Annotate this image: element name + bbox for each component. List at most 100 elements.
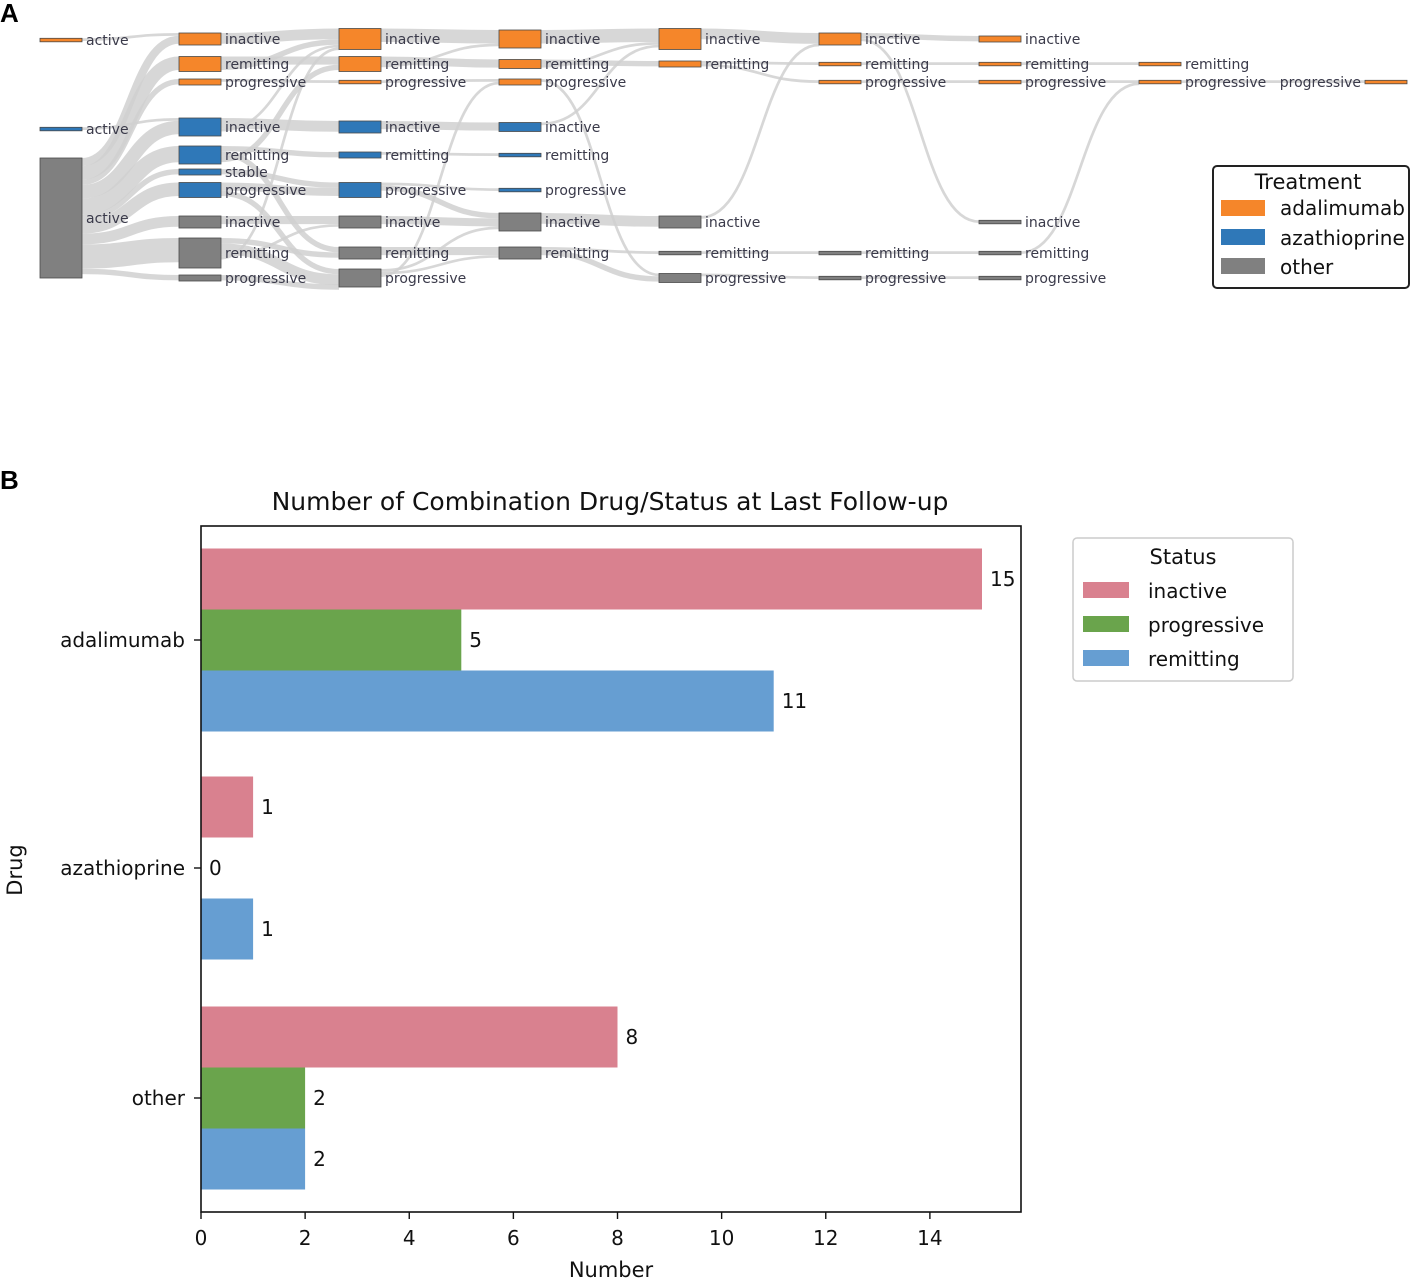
sankey-node-label: inactive: [545, 32, 600, 48]
sankey-node-c0-aza-active: [39, 126, 83, 132]
sankey-link: [220, 224, 340, 257]
sankey-node-label: remitting: [1025, 246, 1089, 262]
x-tick-label: 6: [507, 1226, 520, 1250]
x-axis-label: Number: [569, 1258, 654, 1282]
sankey-link: [81, 146, 180, 215]
sankey-node-c1-aza-remitting: [178, 145, 222, 165]
sankey-node-label: progressive: [1280, 75, 1361, 91]
x-tick-label: 4: [403, 1226, 416, 1250]
sankey-link: [220, 169, 340, 188]
sankey-link: [81, 79, 180, 185]
sankey-link: [540, 42, 660, 68]
sankey-link: [81, 216, 180, 245]
sankey-link: [540, 28, 660, 44]
sankey-node-c2-oth-inactive: [338, 215, 382, 229]
sankey-node-c2-aza-inactive: [338, 120, 382, 134]
sankey-node-label: progressive: [1025, 271, 1106, 287]
sankey-node-label: remitting: [225, 246, 289, 262]
sankey-link: [380, 185, 500, 219]
sankey-link: [700, 273, 820, 279]
sankey-link: [81, 169, 180, 221]
sankey-node-c2-oth-progressive: [338, 268, 382, 288]
sankey-node-c3-aza-progressive: [498, 187, 542, 193]
sankey-node-label: progressive: [385, 75, 466, 91]
bar-azathioprine-inactive: [201, 776, 254, 838]
sankey-node-c3-ada-remitting: [498, 59, 542, 69]
x-tick-label: 0: [195, 1226, 208, 1250]
sankey-link: [380, 79, 500, 83]
sankey-node-label: remitting: [225, 148, 289, 164]
sankey-node-label: inactive: [545, 215, 600, 231]
sankey-node-label: progressive: [225, 183, 306, 199]
data-label-adalimumab-inactive: 15: [990, 567, 1015, 591]
legend-swatch-adalimumab: [1221, 200, 1265, 216]
sankey-node-c4-oth-remitting: [658, 250, 702, 256]
sankey-node-c3-aza-remitting: [498, 152, 542, 158]
legend-swatch-remitting: [1083, 650, 1129, 666]
sankey-node-label: inactive: [1025, 215, 1080, 231]
sankey-node-c8-ada-progressive: [1364, 79, 1408, 85]
sankey-node-c6-oth-remitting: [978, 250, 1022, 256]
sankey-node-label: remitting: [1185, 57, 1249, 73]
sankey-nodes: active active active inactive remitting progr…: [39, 28, 1408, 288]
sankey-node-c1-ada-inactive: [178, 32, 222, 46]
sankey-node-label: remitting: [705, 57, 769, 73]
sankey-link: [380, 56, 500, 68]
sankey-link: [220, 118, 340, 132]
sankey-node-label: progressive: [705, 271, 786, 287]
sankey-node-c4-ada-inactive: [658, 28, 702, 50]
sankey-node-label: progressive: [385, 271, 466, 287]
sankey-node-c3-ada-inactive: [498, 29, 542, 49]
sankey-node-label: remitting: [1025, 57, 1089, 73]
sankey-node-label: progressive: [545, 183, 626, 199]
x-tick-label: 10: [709, 1226, 734, 1250]
bar-adalimumab-progressive: [201, 609, 462, 671]
sankey-node-label: progressive: [865, 75, 946, 91]
status-legend-title: Status: [1150, 545, 1217, 569]
legend-swatch-inactive: [1083, 582, 1129, 598]
x-tick-label: 8: [611, 1226, 624, 1250]
sankey-link: [380, 121, 500, 131]
sankey-node-label: remitting: [385, 148, 449, 164]
sankey-node-c1-aza-stable: [178, 168, 222, 176]
sankey-node-c5-oth-progressive: [818, 275, 862, 281]
sankey-node-c1-oth-progressive: [178, 274, 222, 282]
sankey-link: [81, 56, 180, 180]
data-label-adalimumab-progressive: 5: [469, 628, 482, 652]
sankey-node-label: inactive: [225, 32, 280, 48]
y-tick-label-other: other: [132, 1086, 186, 1110]
sankey-node-c1-aza-inactive: [178, 117, 222, 137]
sankey-link: [540, 59, 660, 67]
legend-swatch-other: [1221, 258, 1265, 274]
sankey-node-label: active: [86, 211, 129, 227]
x-tick-label: 2: [299, 1226, 312, 1250]
bar-adalimumab-inactive: [201, 548, 982, 610]
sankey-node-label: active: [86, 122, 129, 138]
sankey-node-c7-ada-remitting: [1138, 61, 1182, 67]
legend-swatch-azathioprine: [1221, 229, 1265, 245]
panel-a-letter: A: [0, 0, 19, 28]
x-tick-label: 12: [813, 1226, 838, 1250]
legend-label-adalimumab: adalimumab: [1280, 196, 1405, 220]
sankey-link: [380, 81, 500, 278]
sankey-node-label: progressive: [385, 183, 466, 199]
x-tick-label: 14: [917, 1226, 942, 1250]
sankey-link: [220, 190, 340, 275]
sankey-node-label: remitting: [545, 57, 609, 73]
sankey-node-label: inactive: [385, 32, 440, 48]
sankey-link: [540, 247, 660, 254]
plot-frame: [200, 525, 1022, 1213]
sankey-link: [220, 238, 340, 258]
sankey-node-label: remitting: [545, 148, 609, 164]
sankey-node-c4-ada-remitting: [658, 60, 702, 68]
data-label-azathioprine-progressive: 0: [209, 856, 222, 880]
legend-label-other: other: [1280, 255, 1334, 279]
sankey-node-label: remitting: [865, 57, 929, 73]
sankey-link: [860, 33, 980, 42]
sankey-node-c4-oth-inactive: [658, 215, 702, 229]
sankey-node-c5-oth-remitting: [818, 250, 862, 256]
sankey-node-label: inactive: [225, 215, 280, 231]
sankey-link: [220, 39, 340, 70]
sankey-node-label: progressive: [225, 75, 306, 91]
panel-b-letter: B: [0, 465, 19, 495]
